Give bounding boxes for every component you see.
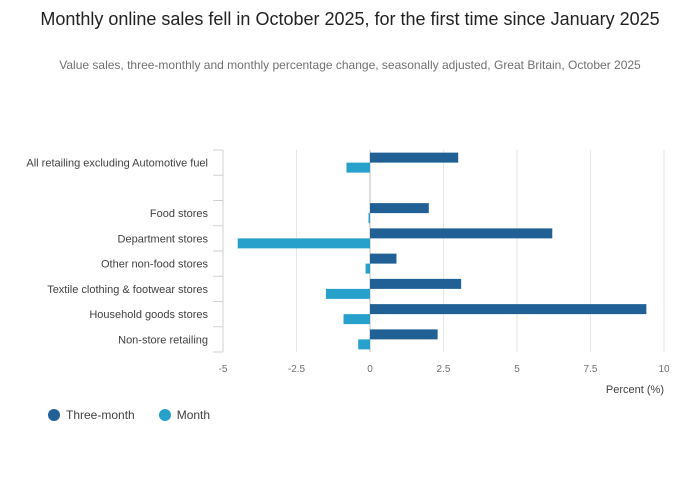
category-label: Household goods stores [89, 309, 208, 321]
x-axis-title: Percent (%) [606, 384, 664, 396]
bar-three-month[interactable] [370, 329, 438, 340]
bar-three-month[interactable] [370, 152, 459, 163]
legend-swatch-three-month [48, 409, 60, 421]
category-label: All retailing excluding Automotive fuel [26, 158, 208, 170]
x-tick-label: -2.5 [288, 364, 306, 375]
bar-three-month[interactable] [370, 203, 429, 214]
bar-month[interactable] [365, 263, 370, 274]
legend-item-month[interactable]: Month [158, 408, 211, 422]
bar-three-month[interactable] [370, 278, 462, 289]
x-tick-label: -5 [219, 364, 228, 375]
category-label: Food stores [150, 208, 209, 220]
legend-label-month: Month [176, 408, 211, 422]
y-axis: All retailing excluding Automotive fuel F… [26, 149, 224, 353]
bar-month[interactable] [343, 314, 370, 325]
x-tick-label: 5 [514, 364, 520, 375]
category-label: Non-store retailing [118, 334, 208, 346]
bar-month[interactable] [237, 238, 370, 249]
category-label: Textile clothing & footwear stores [47, 284, 208, 296]
legend-item-three-month[interactable]: Three-month [48, 408, 135, 422]
x-tick-label: 7.5 [584, 364, 598, 375]
bar-three-month[interactable] [370, 253, 397, 264]
legend: Three-month Month [48, 408, 210, 422]
bar-three-month[interactable] [370, 228, 553, 239]
bar-month[interactable] [368, 213, 370, 224]
bar-month[interactable] [325, 288, 370, 299]
x-tick-label: 0 [367, 364, 373, 375]
x-tick-label: 10 [658, 364, 670, 375]
legend-swatch-month [158, 409, 171, 421]
x-tick-label: 2.5 [437, 364, 451, 375]
bar-month[interactable] [358, 339, 370, 350]
gridlines [222, 150, 665, 352]
chart-title: Monthly online sales fell in October 202… [40, 9, 660, 29]
legend-label-three-month: Three-month [66, 408, 135, 422]
chart-subtitle: Value sales, three-monthly and monthly p… [59, 58, 641, 72]
bar-three-month[interactable] [370, 304, 647, 315]
bar-month[interactable] [346, 162, 370, 173]
x-axis: -5 -2.5 0 2.5 5 7.5 10 [219, 364, 670, 375]
bars [237, 152, 647, 350]
category-label: Department stores [118, 233, 209, 245]
category-label: Other non-food stores [101, 259, 209, 271]
